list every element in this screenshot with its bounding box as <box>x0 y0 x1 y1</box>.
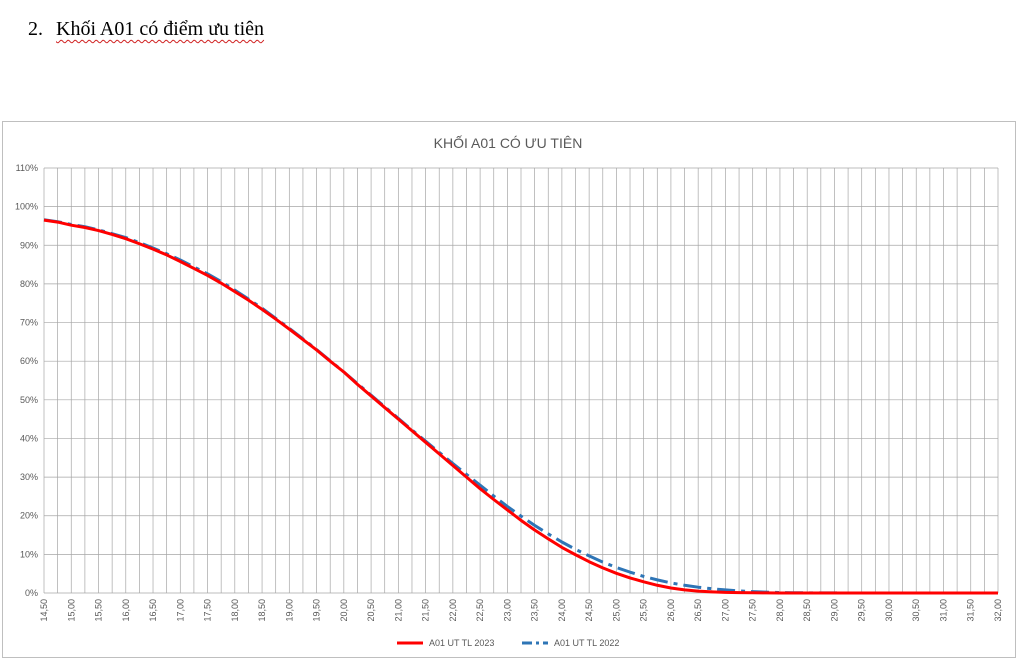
x-tick-label: 29,50 <box>857 599 867 622</box>
y-tick-label: 70% <box>20 318 38 328</box>
x-tick-label: 20,50 <box>366 599 376 622</box>
chart-title: KHỐI A01 CÓ ƯU TIÊN <box>434 134 583 151</box>
x-tick-label: 24,50 <box>584 599 594 622</box>
x-tick-label: 32,00 <box>993 599 1003 622</box>
x-tick-label: 18,50 <box>257 599 267 622</box>
y-tick-label: 10% <box>20 549 38 559</box>
x-tick-label: 19,00 <box>284 599 294 622</box>
y-tick-label: 30% <box>20 472 38 482</box>
y-tick-label: 50% <box>20 395 38 405</box>
section-number: 2. <box>28 18 43 40</box>
x-tick-label: 22,50 <box>475 599 485 622</box>
x-tick-label: 17,50 <box>203 599 213 622</box>
x-tick-label: 26,50 <box>693 599 703 622</box>
y-axis-ticks: 0% 10% 20% 30% 40% 50% 60% 70% 80% 90% 100% 110% <box>15 163 38 598</box>
y-tick-label: 60% <box>20 356 38 366</box>
x-tick-label: 31,50 <box>966 599 976 622</box>
y-tick-label: 80% <box>20 279 38 289</box>
x-tick-label: 19,50 <box>312 599 322 622</box>
x-tick-label: 25,50 <box>639 599 649 622</box>
section-heading: 2. Khối A01 có điểm ưu tiên <box>28 18 264 41</box>
x-tick-label: 27,50 <box>748 599 758 622</box>
section-title: Khối A01 có điểm ưu tiên <box>56 18 265 40</box>
series-lines <box>43 218 998 595</box>
gridlines <box>43 167 999 594</box>
y-tick-label: 110% <box>16 163 38 173</box>
x-tick-label: 21,50 <box>421 599 431 622</box>
x-tick-label: 29,00 <box>829 599 839 622</box>
series-line <box>43 218 998 595</box>
legend-label: A01 UT TL 2023 <box>429 638 494 648</box>
x-tick-label: 17,00 <box>175 599 185 622</box>
y-tick-label: 20% <box>20 511 38 521</box>
x-tick-label: 30,50 <box>911 599 921 622</box>
x-tick-label: 22,00 <box>448 599 458 622</box>
x-tick-label: 27,00 <box>720 599 730 622</box>
x-tick-label: 15,50 <box>94 599 104 622</box>
x-tick-label: 16,00 <box>121 599 131 622</box>
x-tick-label: 30,00 <box>884 599 894 622</box>
x-tick-label: 24,00 <box>557 599 567 622</box>
y-tick-label: 0% <box>25 588 38 598</box>
x-tick-label: 28,00 <box>775 599 785 622</box>
x-tick-label: 28,50 <box>802 599 812 622</box>
legend-label: A01 UT TL 2022 <box>554 638 619 648</box>
y-tick-label: 100% <box>15 202 38 212</box>
x-tick-label: 21,00 <box>393 599 403 622</box>
x-tick-label: 20,00 <box>339 599 349 622</box>
x-tick-label: 25,00 <box>611 599 621 622</box>
x-tick-label: 16,50 <box>148 599 158 622</box>
x-axis-ticks: 14,50 15,00 15,50 16,00 16,50 17,00 17,50 18,00… <box>39 599 1003 622</box>
x-tick-label: 18,00 <box>230 599 240 622</box>
x-tick-label: 23,00 <box>502 599 512 622</box>
x-tick-label: 23,50 <box>530 599 540 622</box>
legend: A01 UT TL 2023 A01 UT TL 2022 <box>397 638 619 648</box>
chart-area <box>2 121 1016 658</box>
y-tick-label: 90% <box>20 240 38 250</box>
x-tick-label: 31,00 <box>938 599 948 622</box>
x-tick-label: 26,00 <box>666 599 676 622</box>
series-line <box>43 218 998 595</box>
y-tick-label: 40% <box>20 433 38 443</box>
x-tick-label: 14,50 <box>39 599 49 622</box>
x-tick-label: 15,00 <box>66 599 76 622</box>
